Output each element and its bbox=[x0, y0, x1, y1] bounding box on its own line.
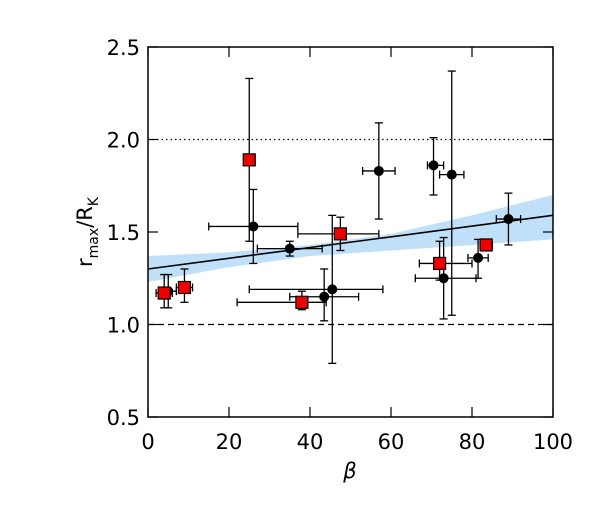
x-axis-label: β bbox=[342, 459, 356, 483]
x-tick-label: 80 bbox=[459, 430, 486, 454]
x-tick-label: 40 bbox=[297, 430, 324, 454]
x-tick-label: 0 bbox=[141, 430, 154, 454]
square-point bbox=[157, 286, 171, 300]
y-tick-label: 1.0 bbox=[107, 314, 140, 338]
confidence-band bbox=[148, 195, 553, 282]
y-tick-label: 2.5 bbox=[107, 36, 140, 60]
x-tick-label: 100 bbox=[533, 430, 573, 454]
circle-point bbox=[446, 169, 457, 180]
y-label-part: /R bbox=[73, 206, 97, 228]
square-point bbox=[433, 256, 447, 271]
circle-point bbox=[473, 252, 484, 263]
fit-line bbox=[147, 214, 554, 270]
y-tick-label: 2.0 bbox=[107, 129, 140, 153]
square-point bbox=[479, 238, 493, 252]
y-label-sub: K bbox=[86, 196, 102, 206]
y-label-sub: max bbox=[86, 228, 102, 259]
circle-point bbox=[503, 214, 514, 225]
circle-point bbox=[428, 160, 439, 171]
square-point bbox=[177, 280, 192, 295]
x-tick-label: 20 bbox=[216, 430, 243, 454]
x-tick-label: 60 bbox=[378, 430, 405, 454]
circle-point bbox=[373, 165, 384, 176]
square-point bbox=[242, 153, 256, 167]
circle-point bbox=[284, 243, 295, 254]
y-tick-label: 1.5 bbox=[107, 221, 140, 245]
square-point bbox=[295, 295, 309, 309]
square-point bbox=[333, 227, 347, 241]
circle-point bbox=[327, 284, 338, 295]
circle-point bbox=[319, 291, 330, 302]
y-tick-label: 0.5 bbox=[107, 406, 140, 430]
y-axis-label: rmax/RK bbox=[73, 196, 102, 267]
y-label-part: r bbox=[73, 258, 97, 267]
circle-point bbox=[248, 221, 259, 232]
